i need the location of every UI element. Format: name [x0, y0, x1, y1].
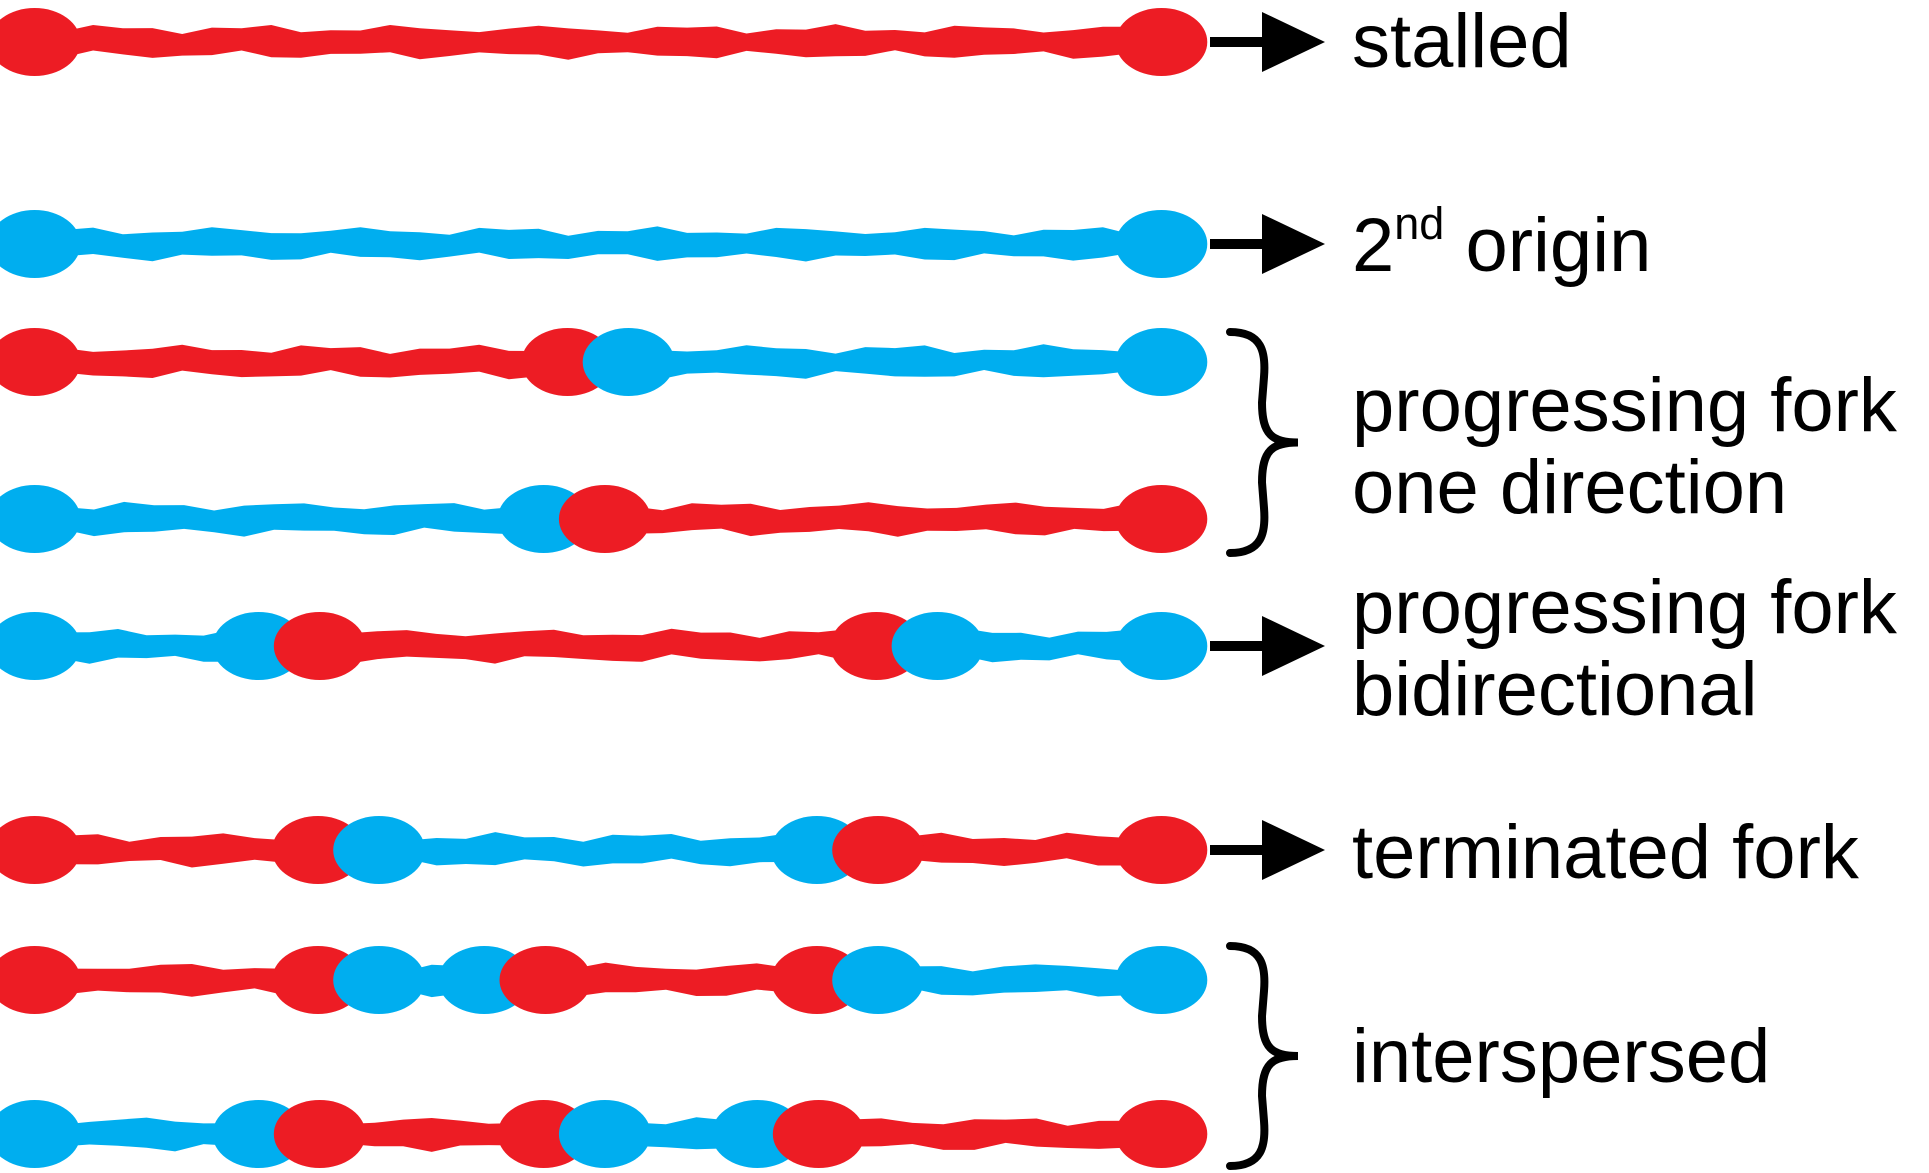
arrow-terminated: [1210, 820, 1325, 880]
fiber-second-origin: [0, 210, 1208, 278]
fiber-bidirectional: [0, 612, 1208, 680]
arrow-second-origin: [1210, 214, 1325, 274]
fiber-bulb-red: [0, 946, 81, 1014]
fiber-bulb-red: [273, 612, 366, 680]
fiber-terminated: [0, 816, 1208, 884]
fiber-bulb-red: [0, 816, 81, 884]
fiber-segment-blue: [847, 963, 1192, 997]
dna-fibers: [0, 8, 1208, 1168]
fiber-segment-red: [4, 833, 349, 868]
arrow-stalled: [1210, 12, 1325, 72]
fiber-bulb-red: [499, 946, 592, 1014]
fiber-segment-blue: [348, 832, 848, 867]
label-progressing-one-line2: one direction: [1352, 445, 1788, 530]
fiber-intersp-b: [0, 1100, 1208, 1168]
fiber-segment-red: [289, 628, 907, 664]
fiber-bulb-red: [1115, 1100, 1208, 1168]
label-progressing-one-direction: progressing fork one direction: [1352, 365, 1897, 529]
fiber-segment-red: [788, 1117, 1192, 1150]
fiber-bulb-blue: [333, 946, 425, 1014]
fiber-bulb-blue: [891, 612, 984, 680]
fiber-segment-blue: [4, 226, 1192, 262]
fiber-bulb-red: [273, 1100, 366, 1168]
label-second-origin-num: 2: [1352, 203, 1395, 288]
brace-interspersed: [1226, 942, 1299, 1170]
fiber-bulb-blue: [1115, 612, 1208, 680]
label-progressing-bi-line1: progressing fork: [1352, 565, 1897, 650]
label-progressing-one-line1: progressing fork: [1352, 363, 1897, 448]
braces: [1226, 328, 1299, 1170]
fiber-one-dir-a: [0, 328, 1208, 396]
fiber-bulb-blue: [582, 328, 675, 396]
fiber-bulb-red: [1115, 816, 1208, 884]
fiber-bulb-blue: [1115, 328, 1208, 396]
label-terminated-fork: terminated fork: [1352, 810, 1859, 895]
fiber-one-dir-b: [0, 485, 1208, 553]
fiber-stalled: [0, 8, 1208, 76]
fiber-segment-red: [574, 501, 1192, 537]
label-progressing-bi-line2: bidirectional: [1352, 647, 1758, 732]
fiber-bulb-blue: [1115, 946, 1208, 1014]
fiber-bulb-red: [0, 328, 81, 396]
fiber-segment-red: [4, 344, 598, 380]
label-interspersed: interspersed: [1352, 1014, 1771, 1099]
fiber-segment-red: [847, 832, 1192, 867]
fiber-bulb-blue: [1115, 210, 1208, 278]
fiber-bulb-red: [1115, 485, 1208, 553]
fiber-bulb-blue: [0, 485, 81, 553]
fiber-bulb-red: [0, 8, 81, 76]
fiber-bulb-blue: [0, 210, 81, 278]
fiber-intersp-a: [0, 946, 1208, 1014]
label-second-origin-sup: nd: [1394, 198, 1445, 249]
fiber-bulb-red: [1115, 8, 1208, 76]
fiber-bulb-blue: [832, 946, 924, 1014]
brace-one-direction: [1226, 328, 1299, 557]
fiber-bulb-blue: [333, 816, 425, 884]
fiber-bulb-blue: [558, 1100, 651, 1168]
fiber-bulb-blue: [0, 1100, 81, 1168]
label-second-origin-text: origin: [1444, 203, 1652, 288]
fiber-bulb-blue: [0, 612, 81, 680]
fiber-bulb-red: [558, 485, 651, 553]
fiber-bulb-red: [772, 1100, 865, 1168]
fiber-segment-blue: [4, 501, 575, 537]
label-progressing-bidirectional: progressing fork bidirectional: [1352, 567, 1897, 731]
arrows: [1210, 12, 1325, 880]
fiber-segment-blue: [598, 344, 1192, 380]
label-stalled: stalled: [1352, 0, 1572, 84]
fiber-segment-red: [514, 962, 848, 997]
fiber-segment-red: [4, 24, 1192, 60]
label-second-origin: 2nd origin: [1352, 198, 1652, 297]
fiber-bulb-red: [832, 816, 924, 884]
fiber-segment-red: [4, 962, 349, 998]
arrow-bidirectional: [1210, 616, 1325, 676]
